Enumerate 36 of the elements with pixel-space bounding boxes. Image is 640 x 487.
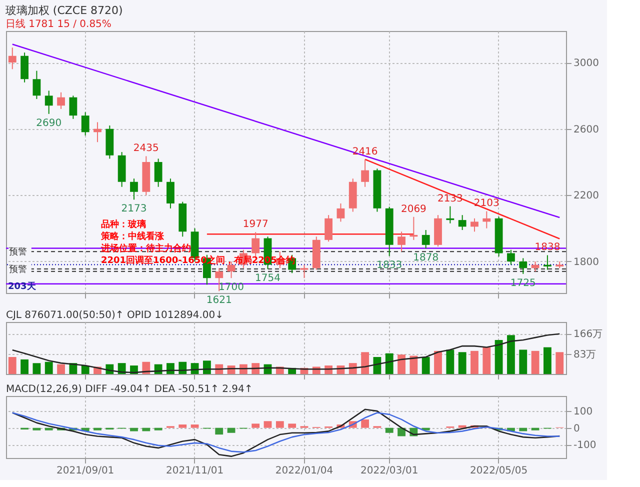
annotation: 203天	[8, 281, 37, 292]
annotation: 1833	[376, 260, 402, 272]
y-tick-label: 166万	[574, 329, 603, 340]
x-tick-label: 2021/09/01	[56, 466, 114, 476]
ref-line-label: 预警	[9, 246, 27, 258]
chart-title: 玻璃加权 (CZCE 8720)	[5, 4, 123, 17]
annotation: 2173	[121, 204, 147, 215]
annotation: 2416	[352, 146, 378, 158]
annotation: 2103	[474, 198, 500, 210]
y-tick-label: 2200	[574, 190, 599, 202]
y-tick-label: 0	[574, 423, 580, 434]
annotation: 1621	[206, 295, 232, 306]
x-tick-label: 2022/05/05	[470, 466, 528, 476]
x-tick-label: 2022/03/01	[360, 466, 418, 476]
annotation: 策略：中线看涨	[100, 231, 165, 242]
ref-line-label: 预警	[9, 264, 27, 275]
y-tick-label: 3000	[574, 58, 599, 70]
annotation: 2133	[437, 193, 463, 204]
chart-subtitle: 日线 1781 15 / 0.85%	[5, 18, 112, 30]
annotation: 1878	[413, 252, 439, 264]
chart-title: MACD(12,26,9) DIFF -49.04↑ DEA -50.51↑ 2.94↑	[6, 384, 253, 395]
annotation: 1977	[242, 219, 268, 230]
annotation: 品种：玻璃	[101, 219, 146, 230]
annotation: 1700	[218, 282, 244, 294]
y-tick-label: 83万	[574, 349, 596, 360]
annotation: 1754	[255, 273, 280, 284]
y-tick-label: 1800	[574, 256, 599, 268]
annotation: 2069	[400, 204, 426, 215]
x-tick-label: 2022/01/04	[275, 466, 334, 476]
annotation: 2435	[133, 143, 159, 154]
annotation: 2690	[36, 118, 62, 129]
y-tick-label: 100	[574, 406, 593, 418]
y-tick-label: 2600	[574, 124, 599, 136]
y-tick-label: -100	[574, 440, 596, 452]
x-tick-label: 2021/11/01	[166, 466, 224, 476]
chart-title: CJL 876071.00(50:50)↑ OPID 1012894.00↓	[6, 310, 224, 321]
